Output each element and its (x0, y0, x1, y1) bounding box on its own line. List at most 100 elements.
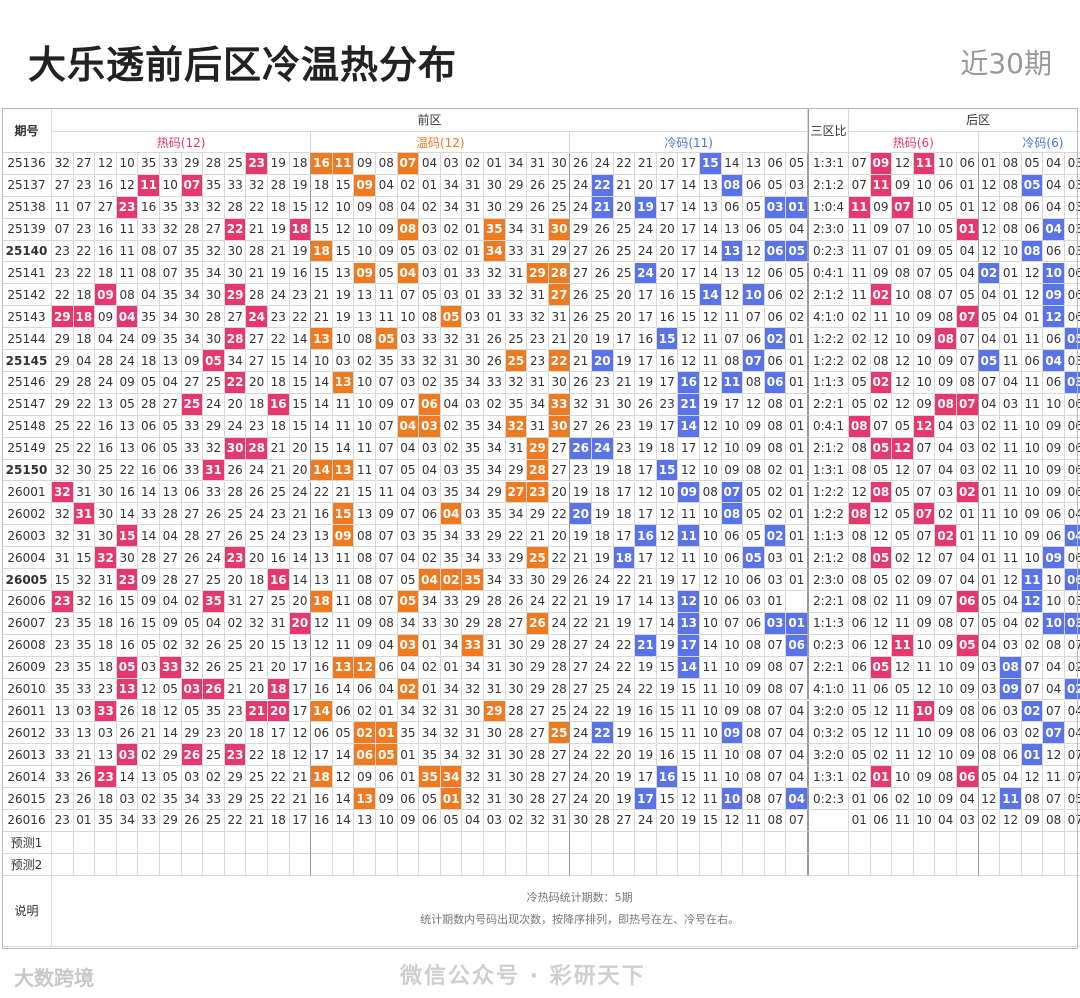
ratio-cell: 0:4:1 (808, 415, 849, 438)
number-cell: 35 (203, 591, 225, 613)
number-cell: 11 (978, 525, 1001, 548)
number-cell: 35 (505, 393, 528, 416)
number-cell: 14 (700, 240, 722, 263)
number-cell: 21 (548, 328, 571, 351)
number-cell: 04 (957, 788, 979, 810)
number-cell: 01 (957, 218, 979, 241)
number-cell: 24 (289, 481, 312, 504)
number-cell: 06 (764, 240, 787, 263)
number-cell: 06 (138, 437, 160, 460)
number-cell: 16 (116, 612, 139, 635)
number-cell: 34 (181, 284, 204, 307)
number-cell: 15 (52, 569, 74, 591)
number-cell: 09 (721, 459, 744, 482)
number-cell: 33 (181, 415, 204, 438)
ratio-cell: 4:1:0 (808, 678, 849, 701)
number-cell: 01 (786, 569, 808, 591)
number-cell: 24 (246, 503, 268, 526)
number-cell: 07 (1043, 722, 1065, 745)
number-cell: 22 (73, 262, 96, 285)
number-cell: 29 (462, 612, 484, 635)
number-cell: 33 (203, 788, 225, 810)
number-cell: 03 (462, 393, 484, 416)
number-cell: 18 (73, 284, 96, 307)
number-cell: 09 (95, 284, 117, 307)
number-cell: 11 (892, 700, 914, 723)
number-cell: 25 (268, 481, 290, 504)
number-cell: 34 (181, 788, 204, 810)
number-cell: 02 (354, 350, 376, 372)
number-cell: 32 (203, 240, 225, 263)
number-cell: 01 (419, 174, 441, 197)
number-cell: 33 (52, 744, 74, 767)
number-cell: 10 (1000, 240, 1022, 263)
number-cell: 04 (957, 569, 979, 591)
number-cell: 04 (786, 218, 808, 241)
number-cell: 01 (440, 656, 463, 679)
number-cell: 04 (376, 634, 398, 657)
number-cell: 12 (678, 328, 700, 351)
number-cell: 32 (52, 153, 74, 175)
predict-cell (440, 831, 463, 854)
predict-cell (548, 831, 571, 854)
ratio-cell: 2:2:1 (808, 591, 849, 613)
number-cell: 03 (1000, 722, 1022, 745)
number-cell: 14 (311, 372, 333, 394)
ratio-cell: 3:2:0 (808, 744, 849, 767)
number-cell: 17 (289, 810, 312, 832)
number-cell: 27 (181, 372, 204, 394)
number-cell: 08 (935, 612, 957, 635)
number-cell: 04 (138, 284, 160, 307)
number-cell: 07 (913, 503, 936, 526)
number-cell: 24 (635, 218, 657, 241)
number-cell: 31 (484, 788, 506, 810)
number-cell: 01 (376, 700, 398, 723)
number-cell: 27 (570, 240, 592, 263)
number-cell: 11 (892, 722, 914, 745)
number-cell: 13 (678, 612, 700, 635)
number-cell: 09 (913, 569, 936, 591)
number-cell: 27 (246, 350, 268, 372)
number-cell: 14 (332, 744, 355, 767)
number-cell: 06 (957, 766, 979, 789)
number-cell: 02 (978, 437, 1001, 460)
number-cell: 29 (462, 591, 484, 613)
number-cell: 10 (935, 656, 957, 679)
predict-cell (1021, 853, 1044, 876)
number-cell: 13 (700, 196, 722, 219)
number-cell: 12 (289, 722, 312, 745)
number-cell: 11 (892, 612, 914, 635)
number-cell: 18 (95, 634, 117, 657)
number-cell: 22 (116, 459, 139, 482)
number-cell: 06 (849, 634, 871, 657)
number-cell: 15 (116, 525, 139, 548)
issue-cell: 26011 (2, 700, 52, 723)
number-cell: 01 (397, 744, 420, 767)
number-cell: 17 (635, 788, 657, 810)
number-cell: 09 (743, 437, 765, 460)
number-cell: 23 (95, 678, 117, 701)
number-cell: 35 (73, 634, 96, 657)
number-cell: 29 (224, 788, 247, 810)
number-cell: 21 (311, 306, 333, 329)
predict-cell (870, 831, 893, 854)
number-cell: 11 (332, 415, 355, 438)
number-cell: 04 (957, 547, 979, 570)
number-cell: 11 (332, 634, 355, 657)
number-cell: 07 (1065, 810, 1080, 832)
number-cell: 11 (1000, 547, 1022, 570)
number-cell: 11 (332, 612, 355, 635)
number-cell: 02 (870, 393, 893, 416)
number-cell: 28 (548, 634, 571, 657)
number-cell: 28 (138, 547, 160, 570)
predict-cell (440, 853, 463, 876)
number-cell: 24 (548, 612, 571, 635)
number-cell: 09 (935, 788, 957, 810)
number-cell: 26 (527, 174, 549, 197)
number-cell: 20 (246, 678, 268, 701)
number-cell: 03 (116, 744, 139, 767)
number-cell: 05 (978, 612, 1001, 635)
number-cell: 05 (978, 306, 1001, 329)
number-cell: 07 (397, 153, 420, 175)
header-front-warm: 温码(12) (311, 132, 571, 153)
